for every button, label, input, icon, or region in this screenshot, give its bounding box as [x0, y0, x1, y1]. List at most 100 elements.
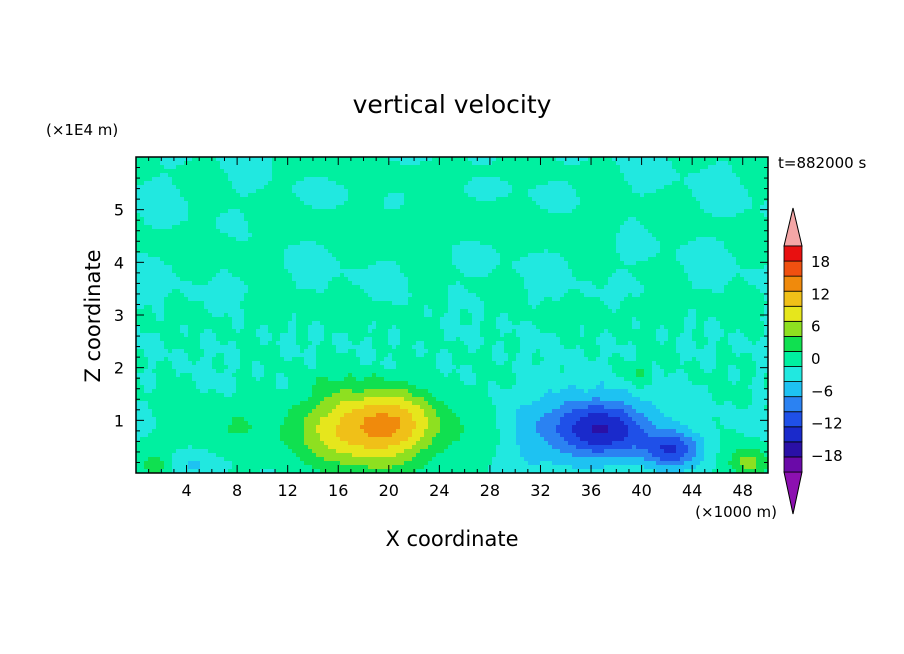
field-cell: [632, 241, 636, 245]
field-cell: [680, 201, 684, 205]
field-cell: [332, 209, 336, 213]
field-cell: [712, 169, 716, 173]
field-cell: [280, 241, 284, 245]
field-cell: [552, 265, 556, 269]
field-cell: [388, 265, 392, 269]
field-cell: [152, 229, 156, 233]
field-cell: [544, 165, 548, 169]
field-cell: [392, 237, 396, 241]
field-cell: [652, 233, 656, 237]
field-cell: [388, 181, 392, 185]
field-cell: [660, 217, 664, 221]
field-cell: [664, 197, 668, 201]
field-cell: [312, 157, 316, 161]
field-cell: [664, 161, 668, 165]
field-cell: [208, 213, 212, 217]
field-cell: [648, 173, 652, 177]
field-cell: [684, 193, 688, 197]
field-cell: [224, 193, 228, 197]
field-cell: [428, 229, 432, 233]
field-cell: [352, 241, 356, 245]
field-cell: [368, 185, 372, 189]
field-cell: [592, 261, 596, 265]
field-cell: [684, 245, 688, 249]
field-cell: [364, 209, 368, 213]
field-cell: [652, 265, 656, 269]
field-cell: [504, 177, 508, 181]
field-cell: [716, 221, 720, 225]
field-cell: [624, 269, 628, 273]
field-cell: [520, 197, 524, 201]
field-cell: [424, 201, 428, 205]
field-cell: [356, 209, 360, 213]
field-cell: [160, 229, 164, 233]
field-cell: [624, 277, 628, 281]
field-cell: [752, 269, 756, 273]
field-cell: [568, 193, 572, 197]
field-cell: [632, 177, 636, 181]
field-cell: [240, 209, 244, 213]
field-cell: [452, 169, 456, 173]
field-cell: [660, 189, 664, 193]
field-cell: [516, 197, 520, 201]
field-cell: [364, 181, 368, 185]
field-cell: [304, 281, 308, 285]
field-cell: [648, 237, 652, 241]
field-cell: [700, 241, 704, 245]
field-cell: [368, 281, 372, 285]
field-cell: [336, 233, 340, 237]
field-cell: [564, 193, 568, 197]
field-cell: [520, 221, 524, 225]
field-cell: [704, 189, 708, 193]
field-cell: [388, 221, 392, 225]
field-cell: [532, 169, 536, 173]
field-cell: [744, 169, 748, 173]
field-cell: [700, 189, 704, 193]
field-cell: [604, 197, 608, 201]
field-cell: [496, 233, 500, 237]
field-cell: [684, 233, 688, 237]
field-cell: [168, 217, 172, 221]
field-cell: [356, 261, 360, 265]
field-cell: [392, 281, 396, 285]
field-cell: [420, 213, 424, 217]
field-cell: [520, 189, 524, 193]
field-cell: [748, 265, 752, 269]
field-cell: [380, 265, 384, 269]
field-cell: [760, 185, 764, 189]
field-cell: [236, 225, 240, 229]
field-cell: [568, 225, 572, 229]
field-cell: [296, 209, 300, 213]
field-cell: [452, 241, 456, 245]
field-cell: [368, 221, 372, 225]
field-cell: [748, 185, 752, 189]
field-cell: [344, 213, 348, 217]
field-cell: [144, 177, 148, 181]
field-cell: [320, 261, 324, 265]
field-cell: [160, 277, 164, 281]
field-cell: [536, 201, 540, 205]
field-cell: [568, 253, 572, 257]
field-cell: [340, 237, 344, 241]
field-cell: [584, 225, 588, 229]
field-cell: [712, 189, 716, 193]
field-cell: [300, 265, 304, 269]
field-cell: [156, 245, 160, 249]
field-cell: [416, 197, 420, 201]
field-cell: [740, 209, 744, 213]
field-cell: [352, 237, 356, 241]
field-cell: [600, 165, 604, 169]
field-cell: [628, 241, 632, 245]
field-cell: [600, 273, 604, 277]
field-cell: [288, 217, 292, 221]
field-cell: [308, 237, 312, 241]
field-cell: [432, 197, 436, 201]
field-cell: [388, 173, 392, 177]
field-cell: [632, 261, 636, 265]
field-cell: [396, 221, 400, 225]
field-cell: [244, 241, 248, 245]
field-cell: [192, 169, 196, 173]
field-cell: [676, 249, 680, 253]
field-cell: [360, 193, 364, 197]
field-cell: [512, 253, 516, 257]
